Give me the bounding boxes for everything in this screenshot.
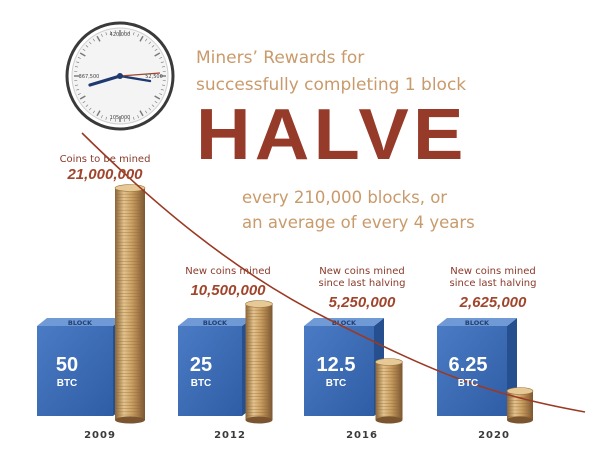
block-label: BLOCK (465, 319, 490, 327)
clock-label-right: 52,500 (145, 74, 163, 80)
amount-2020: 2,625,000 (459, 294, 527, 311)
year-2020: 2020 (478, 430, 510, 441)
clock-tick (128, 117, 130, 122)
coin-stack-2012 (245, 300, 273, 424)
clock-tick (88, 107, 92, 111)
decay-curve (81, 132, 586, 413)
headline-line-4: an average of every 4 years (242, 213, 475, 232)
coin-stack-2020 (506, 387, 534, 424)
clock-tick (76, 61, 80, 63)
clock-tick (92, 110, 95, 114)
clock-tick (92, 38, 95, 42)
clock-tick (148, 107, 152, 111)
clock-tick (154, 48, 158, 51)
headline-line-3: every 210,000 blocks, or (242, 188, 448, 207)
clock-tick (96, 110, 101, 117)
clock-tick (137, 33, 139, 37)
clock-tick (159, 57, 163, 59)
clock-tick (133, 116, 135, 120)
clock-label-top: 420,000 (110, 32, 131, 38)
clock-tick (159, 93, 163, 95)
clock-tick (101, 115, 103, 119)
year-2009: 2009 (84, 430, 116, 441)
clock-tick (139, 35, 144, 42)
clock-label-left: 367,500 (79, 74, 100, 80)
headline-line-2: successfully completing 1 block (196, 75, 467, 95)
year-2012: 2012 (214, 430, 246, 441)
caption-2020: New coins mined since last halving (449, 266, 537, 289)
clock-tick (74, 66, 79, 68)
headline-line-1: Miners’ Rewards for (196, 48, 365, 68)
clock-tick (128, 30, 130, 35)
reward-unit-2012: BTC (190, 378, 212, 389)
clock-tick (160, 61, 164, 63)
reward-cube-2012: BLOCK (178, 318, 252, 416)
amount-2016: 5,250,000 (328, 294, 396, 311)
caption-2012: New coins mined (185, 266, 271, 277)
clock-minute-hand (118, 74, 152, 83)
reward-value-2012: 25 (189, 354, 213, 376)
clock-tick (148, 41, 152, 45)
reward-unit-2020: BTC (457, 378, 479, 389)
halve-title: HALVE (196, 95, 468, 175)
coin-stack-2016 (375, 358, 403, 424)
clock-tick (77, 93, 81, 95)
caption-2009: Coins to be mined (59, 154, 151, 165)
clock-tick (145, 110, 148, 114)
clock-tick (105, 116, 107, 120)
reward-cube-2016: BLOCK (304, 318, 384, 416)
clock-tick (88, 41, 92, 45)
clock-tick (154, 52, 161, 57)
clock-tick (79, 52, 86, 57)
clock-tick (145, 38, 148, 42)
clock-tick (82, 101, 86, 104)
clock-tick (74, 84, 79, 86)
clock-tick (79, 95, 86, 100)
caption-2016: New coins mined since last halving (318, 266, 406, 289)
clock-label-bottom: 105,000 (110, 115, 131, 121)
clock-tick (154, 95, 161, 100)
reward-value-2020: 6.25 (448, 354, 488, 376)
reward-unit-2009: BTC (56, 378, 78, 389)
clock-tick (154, 101, 158, 104)
year-2016: 2016 (346, 430, 378, 441)
clock-tick (139, 110, 144, 117)
clock-tick (161, 84, 166, 86)
clock-tick (101, 33, 103, 37)
clock-tick (151, 44, 155, 48)
clock-hour-hand (88, 74, 122, 87)
clock-tick (110, 30, 112, 35)
block-label: BLOCK (332, 319, 357, 327)
clock-second-hand (119, 72, 161, 77)
clock-tick (82, 48, 86, 51)
amount-2012: 10,500,000 (190, 282, 266, 299)
clock-tick (110, 117, 112, 122)
reward-value-2009: 50 (55, 354, 79, 376)
reward-value-2016: 12.5 (316, 354, 356, 376)
coin-stack-2009 (114, 184, 146, 424)
clock-tick (133, 32, 135, 36)
clock-icon: 420,000 367,500 105,000 52,500 (65, 21, 175, 131)
clock-tick (160, 89, 164, 91)
clock-tick (85, 104, 89, 108)
clock-tick (77, 57, 81, 59)
clock-tick (137, 115, 139, 119)
block-label: BLOCK (203, 319, 228, 327)
amount-2009: 21,000,000 (67, 166, 143, 183)
reward-unit-2016: BTC (325, 378, 347, 389)
block-label: BLOCK (68, 319, 93, 327)
clock-tick (85, 44, 89, 48)
clock-tick (76, 89, 80, 91)
clock-tick (105, 32, 107, 36)
clock-tick (161, 66, 166, 68)
clock-tick (151, 104, 155, 108)
clock-tick (96, 35, 101, 42)
